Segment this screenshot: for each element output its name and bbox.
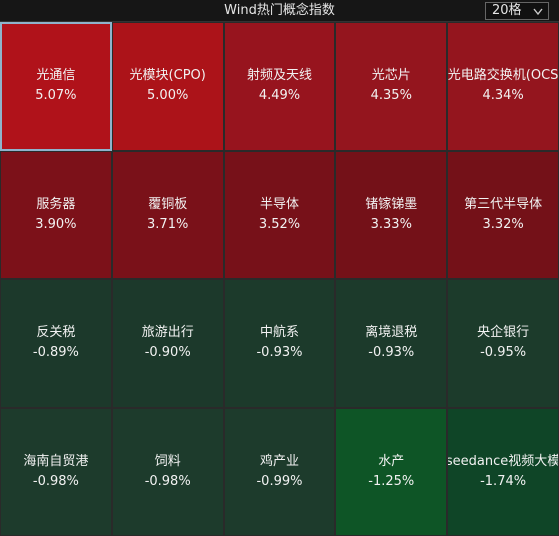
- tile[interactable]: 锗镓锑墨 3.33%: [335, 150, 448, 279]
- tile-name: 离境退税: [365, 325, 418, 341]
- tile[interactable]: 射频及天线 4.49%: [223, 22, 336, 151]
- tile-change: 4.34%: [482, 88, 524, 104]
- tile-name: 锗镓锑墨: [365, 196, 418, 212]
- tile-name: seedance视频大模: [447, 453, 559, 469]
- tile[interactable]: 离境退税 -0.93%: [335, 279, 448, 408]
- tile[interactable]: 饲料 -0.98%: [111, 407, 224, 536]
- tile-name: 水产: [378, 453, 405, 469]
- tile[interactable]: 反关税 -0.89%: [0, 279, 112, 408]
- tile-change: 3.90%: [35, 216, 77, 232]
- tile-change: -0.99%: [256, 473, 303, 489]
- tile-change: 4.49%: [258, 88, 301, 104]
- tile[interactable]: 海南自贸港 -0.98%: [0, 407, 112, 536]
- tile-change: 4.35%: [370, 88, 412, 104]
- dropdown-arrow: [533, 8, 543, 16]
- tile[interactable]: 鸡产业 -0.99%: [223, 407, 336, 536]
- grid-size-label: 20格: [492, 3, 522, 18]
- tile-name: 光通信: [36, 68, 76, 84]
- tile[interactable]: 光电路交换机(OCS 4.34%: [447, 22, 559, 151]
- tile-change: -0.93%: [368, 345, 415, 361]
- tile-name: 央企银行: [477, 325, 530, 341]
- tile-name: 鸡产业: [259, 453, 299, 469]
- tile-change: 3.52%: [258, 216, 301, 232]
- tile[interactable]: 光模块(CPO) 5.00%: [111, 22, 224, 151]
- tile-change: 5.00%: [147, 88, 189, 104]
- tile-name: 第三代半导体: [464, 196, 543, 212]
- tile-name: 半导体: [259, 196, 299, 212]
- tile-change: 3.33%: [370, 216, 412, 232]
- tile-name: 覆铜板: [148, 196, 188, 212]
- tile-change: -1.25%: [368, 473, 415, 489]
- tile-change: -0.95%: [480, 345, 527, 361]
- tile-name: 海南自贸港: [23, 453, 89, 469]
- tile-change: -1.74%: [480, 473, 527, 489]
- title: Wind热门概念指数: [224, 3, 335, 18]
- tile[interactable]: 半导体 3.52%: [223, 150, 336, 279]
- tile[interactable]: 服务器 3.90%: [0, 150, 112, 279]
- tile[interactable]: 中航系 -0.93%: [223, 279, 336, 408]
- tile-name: 光电路交换机(OCS: [447, 68, 559, 84]
- tile[interactable]: 旅游出行 -0.90%: [111, 279, 224, 408]
- tile-name: 光芯片: [371, 68, 411, 84]
- tile[interactable]: 覆铜板 3.71%: [111, 150, 224, 279]
- tile-name: 射频及天线: [246, 68, 312, 84]
- tile-name: 中航系: [259, 325, 299, 341]
- tile-change: 5.07%: [35, 88, 77, 104]
- tile-change: -0.98%: [144, 473, 191, 489]
- tile-name: 反关税: [36, 325, 76, 341]
- tile-change: -0.98%: [32, 473, 79, 489]
- tile-change: 3.71%: [147, 216, 189, 232]
- tile[interactable]: 光芯片 4.35%: [335, 22, 448, 151]
- tile-name: 服务器: [36, 196, 76, 212]
- header: Wind热门概念指数 20格: [0, 0, 559, 22]
- tile-change: -0.89%: [32, 345, 79, 361]
- tile-name: 旅游出行: [141, 325, 194, 341]
- tile[interactable]: 第三代半导体 3.32%: [447, 150, 559, 279]
- heatmap-grid: 光通信 5.07% 光模块(CPO) 5.00% 射频及天线 4.49% 光芯片 4.35% 光…: [0, 22, 559, 536]
- tile-change: -0.90%: [144, 345, 191, 361]
- tile-name: 光模块(CPO): [129, 68, 206, 84]
- tile[interactable]: seedance视频大模 -1.74%: [447, 407, 559, 536]
- tile-change: 3.32%: [482, 216, 524, 232]
- tile-name: 饲料: [154, 453, 181, 469]
- tile-change: -0.93%: [256, 345, 303, 361]
- tile[interactable]: 水产 -1.25%: [335, 407, 448, 536]
- tile[interactable]: 光通信 5.07%: [0, 22, 112, 151]
- grid-size-dropdown[interactable]: 20格: [485, 2, 549, 20]
- tile[interactable]: 央企银行 -0.95%: [447, 279, 559, 408]
